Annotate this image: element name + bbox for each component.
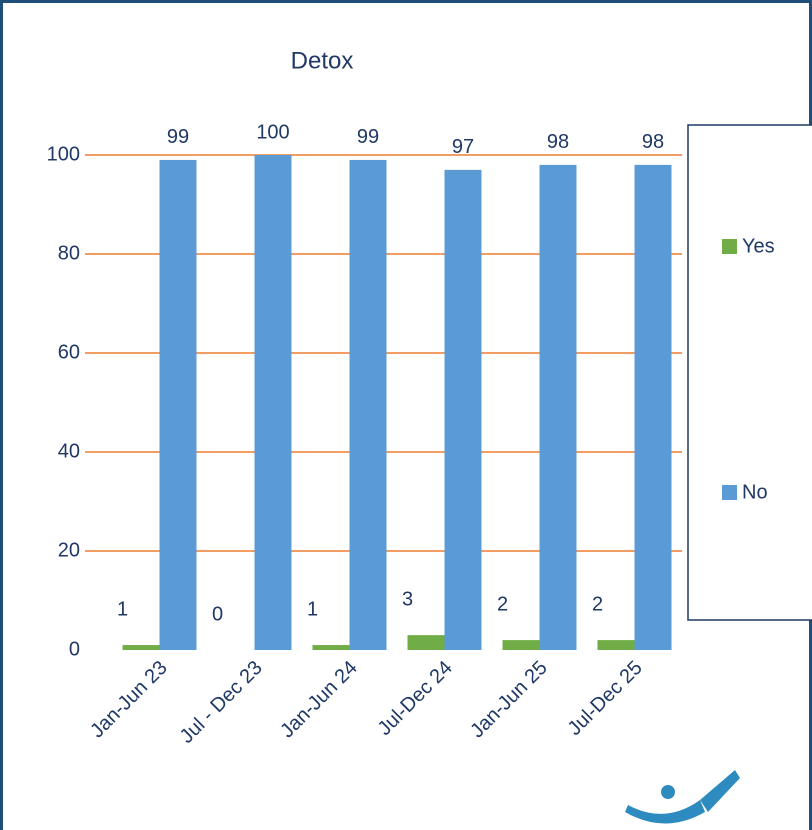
bar <box>444 169 482 650</box>
bar <box>312 645 350 650</box>
logo <box>625 800 705 824</box>
y-tick-label: 0 <box>69 638 80 660</box>
data-label: 1 <box>117 598 128 620</box>
data-label: 100 <box>256 121 289 143</box>
data-label: 0 <box>212 603 223 625</box>
y-tick-label: 60 <box>58 341 80 363</box>
logo <box>700 770 740 812</box>
data-label: 3 <box>402 588 413 610</box>
bar <box>539 164 577 650</box>
bar <box>597 640 635 650</box>
bar <box>407 635 445 650</box>
y-tick-label: 100 <box>47 143 80 165</box>
x-tick-label: Jan-Jun 23 <box>86 657 172 743</box>
bar <box>122 645 160 650</box>
bar <box>349 159 387 650</box>
y-tick-label: 20 <box>58 539 80 561</box>
x-tick-label: Jul-Dec 25 <box>564 657 647 740</box>
legend-swatch <box>722 239 737 254</box>
x-tick-label: Jul-Dec 24 <box>374 657 457 740</box>
x-tick-label: Jan-Jun 24 <box>276 657 362 743</box>
data-label: 2 <box>497 593 508 615</box>
x-tick-label: Jan-Jun 25 <box>466 657 552 743</box>
bar <box>159 159 197 650</box>
x-tick-label: Jul - Dec 23 <box>176 657 267 748</box>
bar <box>634 164 672 650</box>
bar <box>502 640 540 650</box>
logo <box>661 785 675 799</box>
legend-swatch <box>722 485 737 500</box>
data-label: 99 <box>167 126 189 148</box>
legend-label: No <box>742 481 768 503</box>
legend-label: Yes <box>742 235 775 257</box>
bar <box>254 155 292 650</box>
data-label: 2 <box>592 593 603 615</box>
y-tick-label: 80 <box>58 242 80 264</box>
chart-title: Detox <box>291 47 354 74</box>
data-label: 1 <box>307 598 318 620</box>
data-label: 99 <box>357 126 379 148</box>
legend-box <box>687 124 812 621</box>
y-tick-label: 40 <box>58 440 80 462</box>
data-label: 97 <box>452 136 474 158</box>
data-label: 98 <box>547 131 569 153</box>
data-label: 98 <box>642 131 664 153</box>
